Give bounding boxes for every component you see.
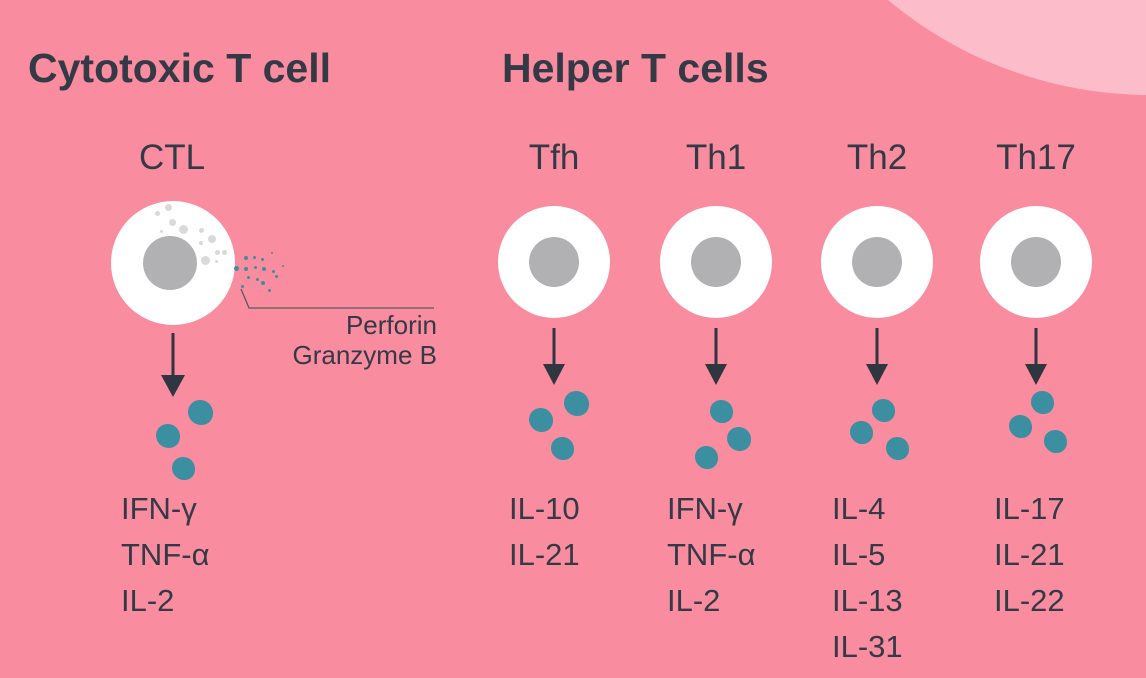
cytokine-label: IL-4 [832,491,886,526]
helper-section-title: Helper T cells [502,45,769,91]
th17-nucleus [1011,237,1061,287]
cell-label-th2: Th2 [846,138,908,177]
cytokine-label: IL-2 [667,583,721,618]
secretion-dot [247,276,250,279]
cytokine-label: IL-22 [994,583,1065,618]
down-arrow-icon [543,328,565,385]
tfh-nucleus [529,237,579,287]
granule [215,260,218,263]
cytokine-label: IL-13 [832,583,903,618]
cytokine-dot [529,408,553,432]
granule [199,241,203,245]
cytokine-dot [188,400,213,425]
cytokine-dot [564,391,589,416]
secretion-dot [244,267,248,271]
cytokine-dot [172,457,195,480]
secretion-dot [282,265,284,267]
cytokine-label: IFN-γ [121,491,197,526]
cytokine-label: IFN-γ [667,491,743,526]
cytokine-label: TNF-α [667,537,756,572]
granule [169,219,176,226]
cytokine-dot [1044,430,1067,453]
tfh-cell-icon [498,206,610,318]
granule [215,250,220,255]
cytokine-dot [695,446,718,469]
th1-cell-icon [660,206,772,318]
cytokine-label: IL-31 [832,629,903,664]
ctl-cell-icon [111,201,235,325]
cytokine-label: IL-5 [832,537,886,572]
down-arrow-icon [705,328,727,385]
granule [160,230,163,233]
cytokine-label: IL-2 [121,583,175,618]
cell-label-th1: Th1 [685,138,747,177]
cell-label-ctl: CTL [138,138,206,177]
granule [179,225,188,234]
secretion-dot [241,285,244,288]
ctl-nucleus [143,236,197,290]
th1-cytokine-list: IFN-γ TNF-α IL-2 [667,486,756,624]
cytokine-dot [727,427,751,451]
secretion-dot [254,266,257,269]
secretion-dot [272,270,275,273]
secretion-dot [234,266,239,271]
annotation-line-perforin: Perforin [345,310,437,340]
cytokine-dot [872,399,895,422]
th17-cytokine-list: IL-17 IL-21 IL-22 [994,486,1065,624]
th2-cell-icon [821,206,933,318]
granule [155,211,160,216]
cytokine-dot [850,421,873,444]
down-arrow-icon [1025,328,1047,385]
cytokine-dot [886,437,909,460]
secretion-annotation: Perforin Granzyme B [240,310,438,370]
th2-cytokine-list: IL-4 IL-5 IL-13 IL-31 [832,486,903,670]
secretion-dot [268,289,271,292]
cytokine-dot [551,437,574,460]
tfh-cytokine-list: IL-10 IL-21 [509,486,580,578]
secretion-dot [271,252,273,254]
cytokine-dot [156,424,180,448]
cytokine-label: IL-17 [994,491,1065,526]
granule [201,256,210,265]
granule [165,204,172,211]
down-arrow-icon [161,333,185,397]
cytokine-dot [710,400,733,423]
cytokine-dot [1031,391,1054,414]
secretion-dot [275,275,278,278]
cytokine-label: IL-21 [509,537,580,572]
th2-nucleus [852,237,902,287]
cytotoxic-section-title: Cytotoxic T cell [28,45,332,91]
th1-nucleus [691,237,741,287]
ctl-cytokine-list: IFN-γ TNF-α IL-2 [121,486,210,624]
cytokine-label: IL-10 [509,491,580,526]
annotation-line-granzyme: Granzyme B [292,340,438,370]
annotation-connector-line [240,288,434,309]
cell-label-th17: Th17 [996,138,1076,177]
cytokine-dot [1009,415,1032,438]
secretion-dot [261,258,264,261]
secretion-dot [261,281,265,285]
corner-blob-decoration [741,0,1146,95]
cell-label-tfh: Tfh [528,138,580,177]
secretion-dot [256,278,259,281]
secretion-dot [253,256,256,259]
cytokine-label: IL-21 [994,537,1065,572]
secretion-dot [262,267,266,271]
th17-cell-icon [980,206,1092,318]
granule [199,228,204,233]
cytokine-label: TNF-α [121,537,210,572]
down-arrow-icon [866,328,888,385]
granule [208,235,216,243]
granule [222,250,227,255]
secretion-dot [244,256,248,260]
